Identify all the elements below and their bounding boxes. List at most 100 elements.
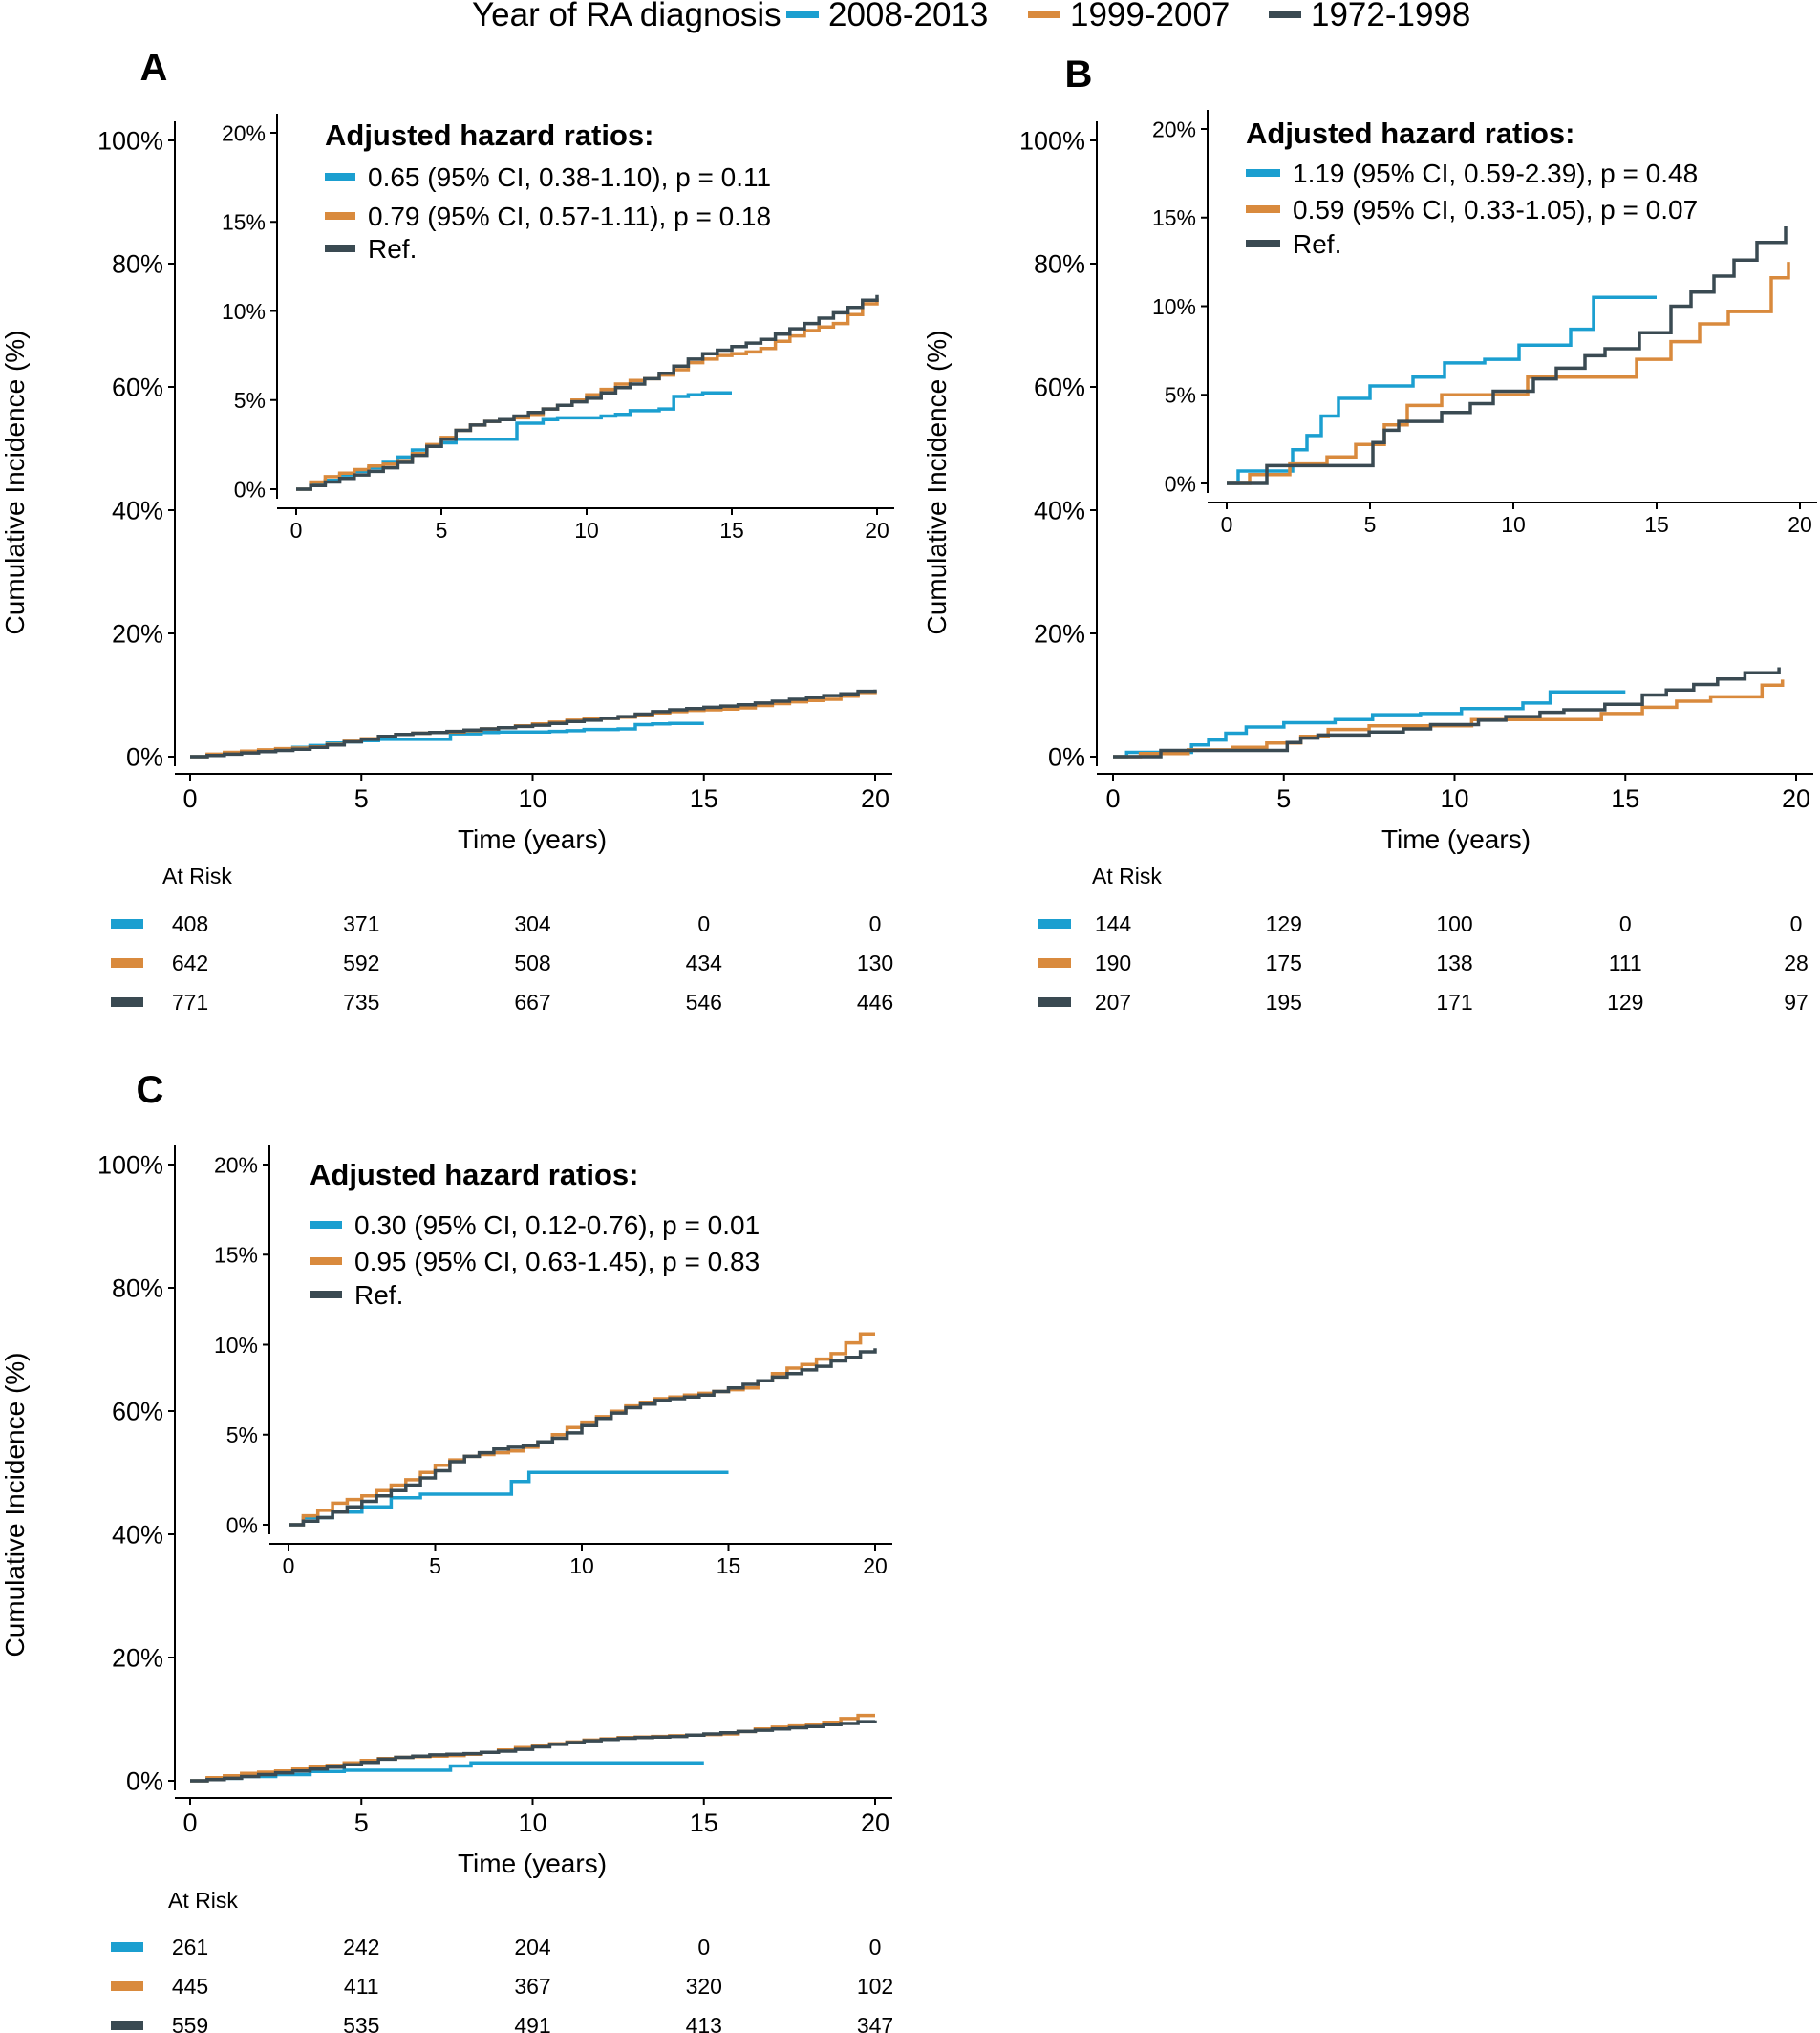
inset-y-tick-label: 20% xyxy=(222,120,266,145)
main-x-tick-label: 0 xyxy=(182,1808,197,1837)
main-x-tick-label: 5 xyxy=(354,784,369,813)
main-y-tick-label: 40% xyxy=(112,497,163,525)
at-risk-cell: 446 xyxy=(857,990,893,1015)
at-risk-cell: 144 xyxy=(1095,911,1132,936)
y-axis-label: Cumulative Incidence (%) xyxy=(0,1352,30,1657)
at-risk-cell: 138 xyxy=(1436,951,1472,975)
main-y-tick-label: 80% xyxy=(112,1274,163,1303)
legend-entry-1972-1998: 1972-1998 xyxy=(1311,0,1470,33)
main-y-tick-label: 60% xyxy=(112,1398,163,1426)
inset-y-tick-label: 5% xyxy=(1165,383,1196,408)
legend-entry-2008-2013: 2008-2013 xyxy=(828,0,988,33)
y-axis-label: Cumulative Incidence (%) xyxy=(922,330,952,634)
main-y-tick-label: 100% xyxy=(97,127,163,156)
at-risk-cell: 771 xyxy=(172,990,208,1015)
inset-x-tick-label: 0 xyxy=(283,1553,295,1578)
hazard-ratio-entry: Ref. xyxy=(368,234,417,264)
at-risk-title: At Risk xyxy=(1092,864,1162,888)
main-x-tick-label: 10 xyxy=(518,1808,546,1837)
legend-entry-1999-2007: 1999-2007 xyxy=(1070,0,1230,33)
at-risk-cell: 667 xyxy=(514,990,550,1015)
at-risk-cell: 411 xyxy=(344,1974,379,1999)
main-y-tick-label: 60% xyxy=(1034,374,1085,402)
panel-label: B xyxy=(1065,54,1093,96)
inset-y-tick-label: 5% xyxy=(234,388,266,413)
at-risk-cell: 367 xyxy=(514,1974,550,1999)
x-axis-label: Time (years) xyxy=(458,824,607,854)
at-risk-cell: 0 xyxy=(697,1935,710,1959)
panel-label: C xyxy=(137,1069,164,1111)
main-x-tick-label: 0 xyxy=(1105,784,1120,813)
main-x-tick-label: 5 xyxy=(1276,784,1291,813)
main-y-tick-label: 40% xyxy=(112,1521,163,1550)
hazard-ratio-annotation: Adjusted hazard ratios: 0.30 (95% CI, 0.1… xyxy=(310,1158,760,1310)
at-risk-cell: 320 xyxy=(686,1974,722,1999)
hazard-ratio-entry: Ref. xyxy=(354,1280,403,1310)
main-series-line-1972-1998 xyxy=(1113,667,1781,759)
main-x-tick-label: 20 xyxy=(861,784,889,813)
at-risk-cell: 28 xyxy=(1784,951,1809,975)
at-risk-cell: 535 xyxy=(343,2013,379,2033)
panel-A: A0 5 10 15 200%20%40%60%80%100%Time (years)C… xyxy=(0,47,894,1015)
inset-x-tick-label: 20 xyxy=(863,1553,888,1578)
at-risk-cell: 97 xyxy=(1784,990,1809,1015)
main-x-tick-label: 20 xyxy=(1782,784,1810,813)
main-y-tick-label: 0% xyxy=(126,1767,163,1796)
at-risk-cell: 347 xyxy=(857,2013,893,2033)
at-risk-cell: 0 xyxy=(869,911,882,936)
at-risk-cell: 491 xyxy=(514,2013,550,2033)
main-x-tick-label: 15 xyxy=(690,784,718,813)
inset-y-tick-label: 15% xyxy=(1152,205,1196,230)
at-risk-cell: 0 xyxy=(697,911,710,936)
hazard-ratio-title: Adjusted hazard ratios: xyxy=(1246,117,1575,150)
hazard-ratio-entry: Ref. xyxy=(1293,229,1341,259)
main-series-line-1972-1998 xyxy=(190,1720,877,1783)
inset-series-line-2008-2013 xyxy=(1227,295,1657,485)
inset-series-line-1972-1998 xyxy=(289,1348,877,1527)
inset-x-tick-label: 10 xyxy=(1501,512,1526,537)
at-risk-cell: 508 xyxy=(514,951,550,975)
at-risk-title: At Risk xyxy=(168,1888,238,1913)
at-risk-cell: 735 xyxy=(343,990,379,1015)
main-y-tick-label: 40% xyxy=(1034,497,1085,525)
main-x-tick-label: 15 xyxy=(1611,784,1639,813)
inset-x-tick-label: 20 xyxy=(1788,512,1812,537)
at-risk-cell: 304 xyxy=(514,911,551,936)
at-risk-cell: 242 xyxy=(343,1935,379,1959)
inset-series-line-2008-2013 xyxy=(296,391,732,491)
hazard-ratio-annotation: Adjusted hazard ratios: 0.65 (95% CI, 0.3… xyxy=(325,118,771,264)
inset-x-tick-label: 10 xyxy=(574,518,599,543)
at-risk-cell: 0 xyxy=(1790,911,1803,936)
legend-title: Year of RA diagnosis xyxy=(472,0,782,33)
hazard-ratio-entry: 1.19 (95% CI, 0.59-2.39), p = 0.48 xyxy=(1293,159,1698,188)
main-y-tick-label: 60% xyxy=(112,374,163,402)
inset-plot: 0 5 10 15 20 0% 5% 10% 15% 20% xyxy=(222,114,894,543)
inset-y-tick-label: 15% xyxy=(222,210,266,235)
inset-plot: 0 5 10 15 20 0% 5% 10% 15% 20% xyxy=(214,1145,892,1578)
main-y-tick-label: 80% xyxy=(112,250,163,279)
at-risk-cell: 445 xyxy=(172,1974,208,1999)
at-risk-cell: 0 xyxy=(1619,911,1632,936)
at-risk-cell: 129 xyxy=(1607,990,1643,1015)
main-x-tick-label: 10 xyxy=(518,784,546,813)
at-risk-title: At Risk xyxy=(162,864,232,888)
inset-y-tick-label: 5% xyxy=(226,1423,258,1447)
inset-x-tick-label: 0 xyxy=(290,518,303,543)
at-risk-cell: 130 xyxy=(857,951,893,975)
at-risk-cell: 204 xyxy=(514,1935,551,1959)
at-risk-cell: 642 xyxy=(172,951,208,975)
at-risk-cell: 413 xyxy=(686,2013,722,2033)
hazard-ratio-title: Adjusted hazard ratios: xyxy=(310,1158,639,1191)
inset-x-tick-label: 5 xyxy=(436,518,448,543)
inset-y-tick-label: 10% xyxy=(222,299,266,324)
main-y-tick-label: 20% xyxy=(1034,620,1085,649)
at-risk-cell: 546 xyxy=(686,990,722,1015)
inset-series-line-1972-1998 xyxy=(1227,226,1788,485)
main-x-tick-label: 10 xyxy=(1440,784,1468,813)
at-risk-cell: 175 xyxy=(1266,951,1302,975)
main-x-tick-label: 20 xyxy=(861,1808,889,1837)
inset-x-tick-label: 0 xyxy=(1221,512,1233,537)
inset-series-line-1999-2007 xyxy=(296,298,879,491)
at-risk-table: At Risk 144 129 100 0 0 190 175 138 111 28 207 195 17… xyxy=(1038,864,1809,1015)
